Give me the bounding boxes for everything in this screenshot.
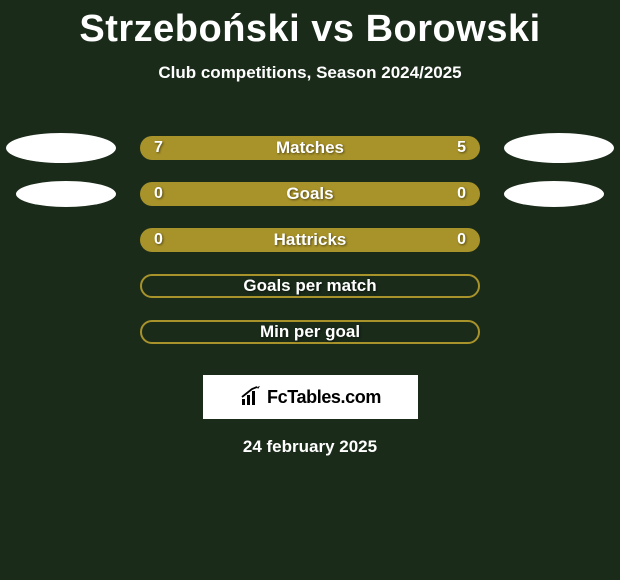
stat-row: Hattricks 0 0	[0, 217, 620, 263]
stat-right-value: 0	[457, 231, 466, 249]
stat-row: Goals per match	[0, 263, 620, 309]
stat-label: Hattricks	[274, 230, 347, 250]
logo-box: FcTables.com	[203, 375, 418, 419]
player-right-ellipse	[504, 133, 614, 163]
logo-text: FcTables.com	[267, 387, 381, 408]
player-right-ellipse	[504, 181, 604, 207]
stat-label: Min per goal	[260, 322, 360, 342]
stat-label: Matches	[276, 138, 344, 158]
stat-left-value: 0	[154, 231, 163, 249]
stat-right-value: 0	[457, 185, 466, 203]
stat-left-value: 7	[154, 139, 163, 157]
stat-bar: Goals 0 0	[140, 182, 480, 206]
page-title: Strzeboński vs Borowski	[0, 0, 620, 51]
chart-icon	[239, 385, 263, 409]
stat-label: Goals	[286, 184, 333, 204]
stat-bar: Hattricks 0 0	[140, 228, 480, 252]
stat-bar: Matches 7 5	[140, 136, 480, 160]
stat-row: Min per goal	[0, 309, 620, 355]
player-left-ellipse	[16, 181, 116, 207]
stat-label: Goals per match	[243, 276, 376, 296]
player-left-ellipse	[6, 133, 116, 163]
subtitle: Club competitions, Season 2024/2025	[0, 63, 620, 83]
stat-left-value: 0	[154, 185, 163, 203]
stat-bar: Goals per match	[140, 274, 480, 298]
stat-row: Goals 0 0	[0, 171, 620, 217]
stats-container: Matches 7 5 Goals 0 0 Hattricks 0 0 Goals per mat…	[0, 125, 620, 355]
stat-row: Matches 7 5	[0, 125, 620, 171]
stat-bar: Min per goal	[140, 320, 480, 344]
stat-right-value: 5	[457, 139, 466, 157]
date-text: 24 february 2025	[0, 437, 620, 457]
